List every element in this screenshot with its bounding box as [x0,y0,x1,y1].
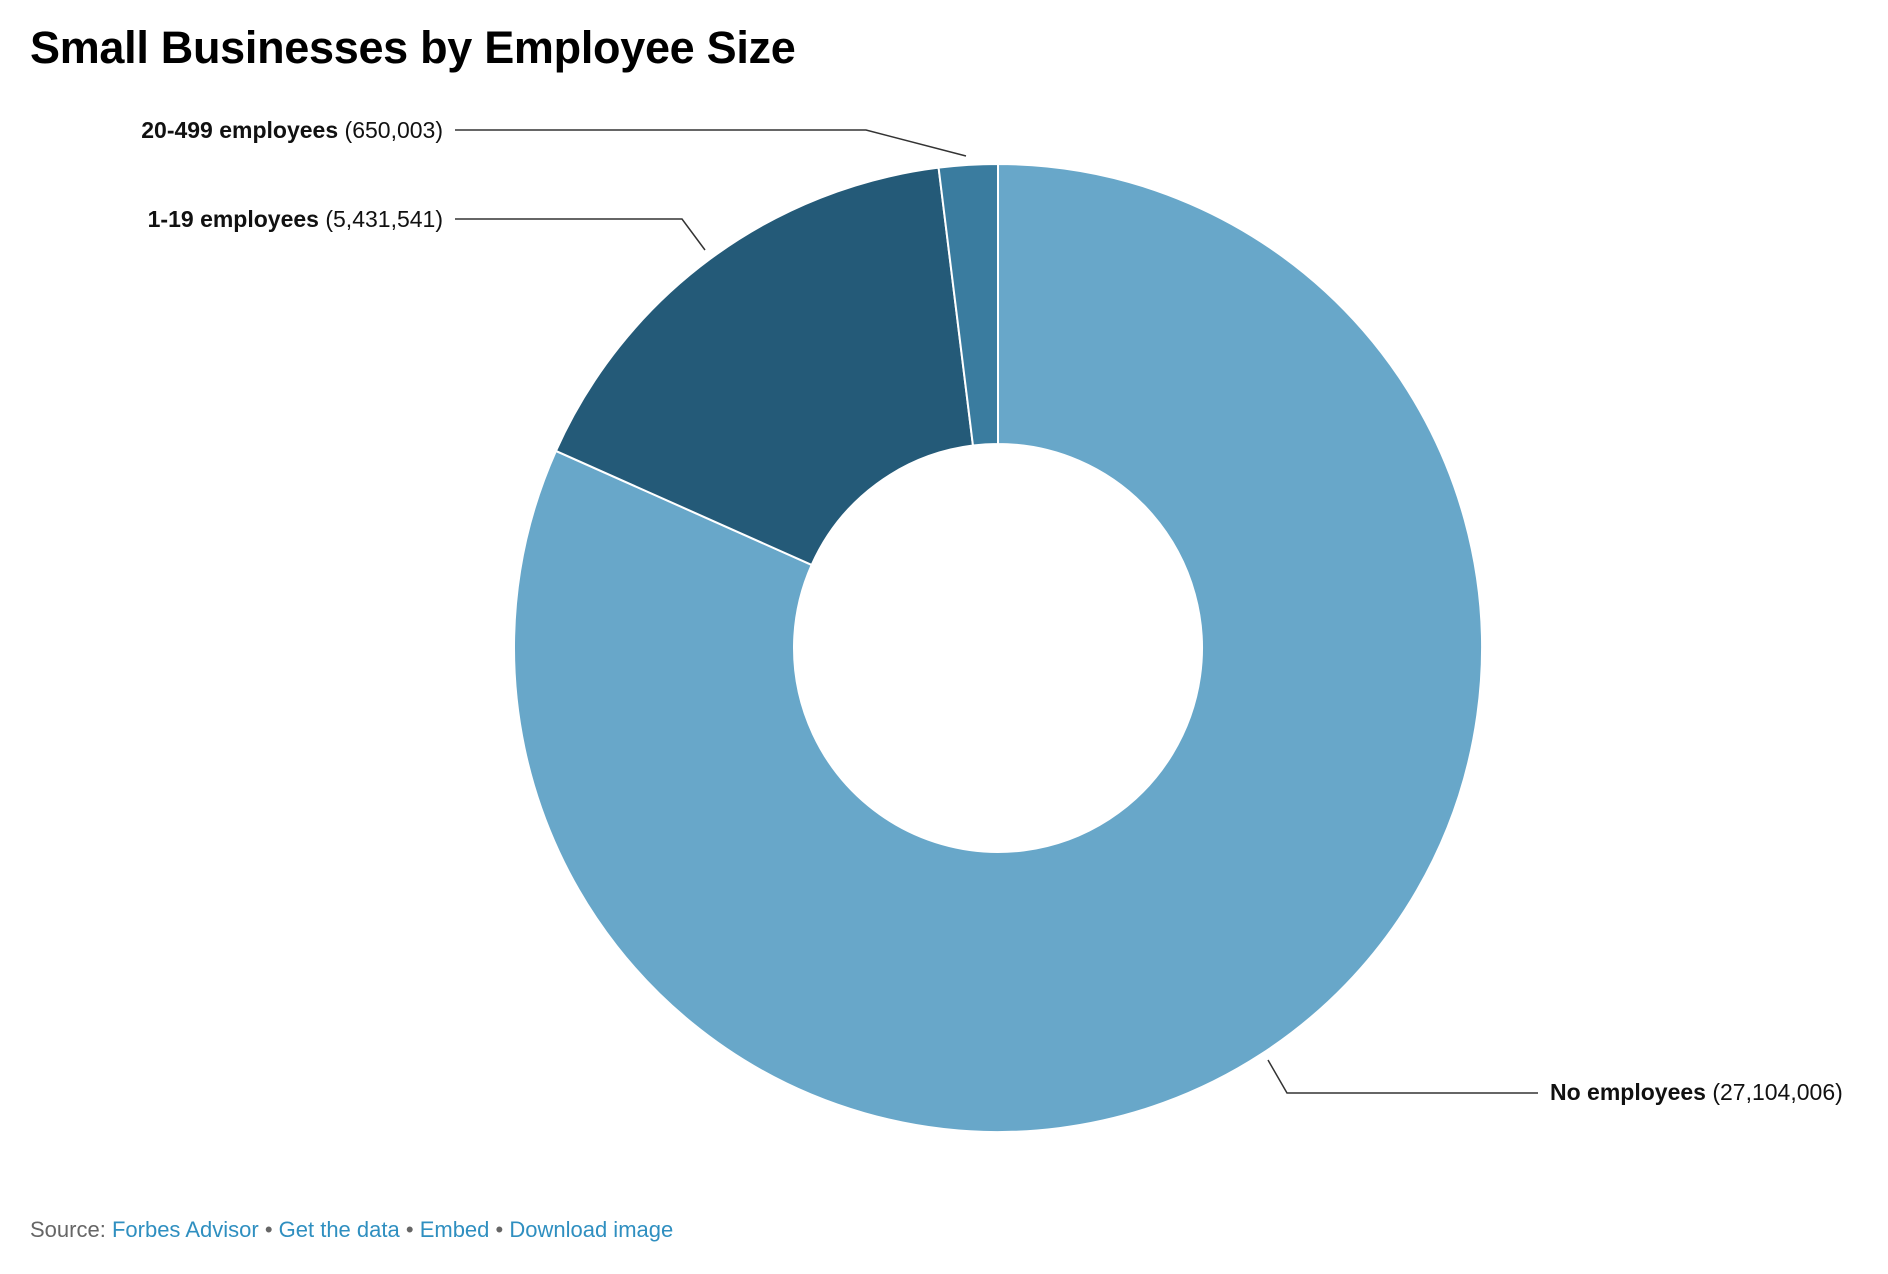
slice-label-name: 1-19 employees [148,206,319,232]
slice-label-value: (5,431,541) [319,206,443,232]
slice-label-name: 20-499 employees [141,117,338,143]
footer-separator: • [405,1217,414,1242]
leader-line-20-499-employees [455,129,967,157]
leader-line-1-19-employees [455,218,706,251]
slice-label-value: (27,104,006) [1706,1079,1843,1105]
leader-lines [455,129,1538,1094]
download-image-link[interactable]: Download image [509,1217,674,1242]
donut-slices [513,162,1483,1133]
slice-1-19-employees[interactable] [554,166,975,567]
slice-label-no-employees: No employees (27,104,006) [1550,1079,1843,1105]
slice-20-499-employees[interactable] [937,162,999,447]
footer-separator: • [495,1217,504,1242]
source-link[interactable]: Forbes Advisor [111,1217,259,1242]
slice-label-name: No employees [1550,1079,1706,1105]
footer-separator: • [264,1217,273,1242]
get-data-link[interactable]: Get the data [278,1217,400,1242]
slice-label-value: (650,003) [338,117,443,143]
embed-link[interactable]: Embed [419,1217,490,1242]
chart-title: Small Businesses by Employee Size [30,22,796,73]
chart-footer: Source: Forbes Advisor • Get the data • … [30,1217,673,1243]
slice-no-employees[interactable] [513,162,1483,1133]
slice-label-1-19-employees: 1-19 employees (5,431,541) [148,206,443,232]
slice-labels: No employees (27,104,006) 1-19 employees … [141,117,1843,1105]
leader-line-no-employees [1267,1059,1538,1094]
source-label: Source: [30,1217,106,1242]
slice-label-20-499-employees: 20-499 employees (650,003) [141,117,443,143]
